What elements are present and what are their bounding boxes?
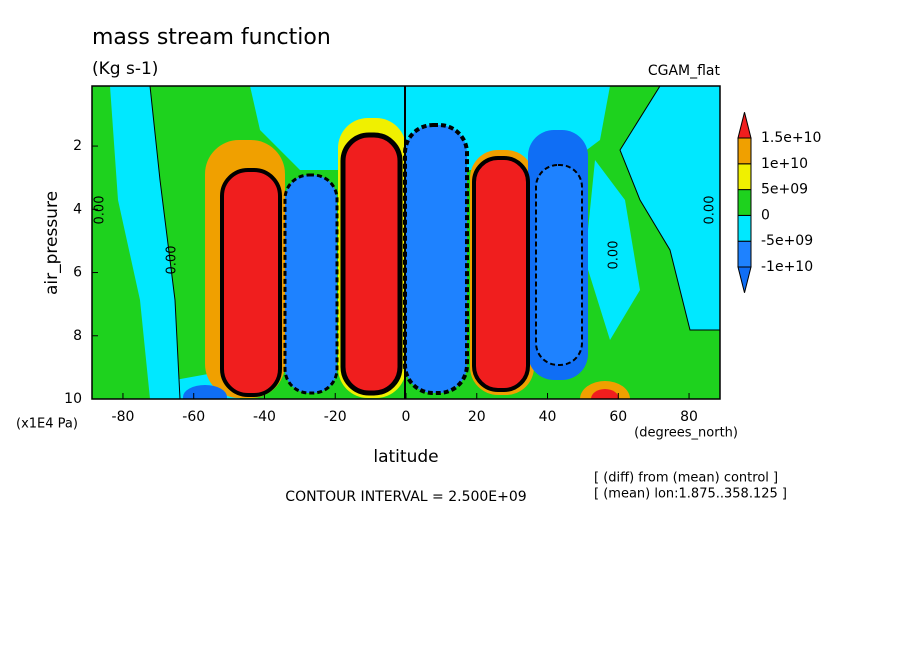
y-tick-label: 8 xyxy=(73,328,82,344)
y-tick-label: 6 xyxy=(73,265,82,281)
colorbar-label: 0 xyxy=(761,207,770,223)
x-tick-label: -40 xyxy=(253,409,276,425)
colorbar-label: 1e+10 xyxy=(761,156,808,172)
contour-region xyxy=(110,86,180,399)
x-tick-label: -60 xyxy=(182,409,205,425)
contour-lines xyxy=(110,86,720,399)
contour-region xyxy=(405,125,467,393)
x-tick-label: 80 xyxy=(680,409,698,425)
colorbar-box xyxy=(737,189,752,216)
y-axis-label: air_pressure xyxy=(42,191,62,295)
y-tick-label: 2 xyxy=(73,138,82,154)
x-tick-label: 40 xyxy=(539,409,557,425)
x-axis-units: (degrees_north) xyxy=(634,426,738,441)
contour-region xyxy=(285,175,337,393)
colorbar-label: -5e+09 xyxy=(761,233,813,249)
chart-title: mass stream function xyxy=(92,25,331,50)
x-tick-label: 0 xyxy=(402,409,411,425)
x-tick-label: -80 xyxy=(112,409,135,425)
contour-interval: CONTOUR INTERVAL = 2.500E+09 xyxy=(285,489,526,505)
contour-labels: 0.00 0.00 0.00 0.00 xyxy=(93,196,718,275)
colorbar-label: 1.5e+10 xyxy=(761,130,821,146)
colorbar-box xyxy=(737,163,752,191)
contour-region xyxy=(474,158,528,390)
x-tick-label: 20 xyxy=(468,409,486,425)
contour-label: 0.00 xyxy=(607,241,622,270)
colorbar-triangle xyxy=(737,112,752,139)
colorbar-box xyxy=(737,214,752,242)
colorbar-label: 5e+09 xyxy=(761,182,808,198)
experiment-label: CGAM_flat xyxy=(648,63,721,79)
x-tick-label: -20 xyxy=(324,409,347,425)
note: [ (diff) from (mean) control ] xyxy=(594,471,778,486)
colorbar-label: -1e+10 xyxy=(761,259,813,275)
contour-region xyxy=(591,389,619,399)
contour-label: 0.00 xyxy=(703,196,718,225)
y-tick-label: 4 xyxy=(73,201,82,217)
x-axis-label: latitude xyxy=(373,447,438,467)
contour-region xyxy=(585,160,640,340)
contour-label: 0.00 xyxy=(93,196,108,225)
colorbar-box xyxy=(737,137,752,165)
y-tick-label: 10 xyxy=(64,391,82,407)
y-axis-units: (x1E4 Pa) xyxy=(16,417,78,432)
colorbar-box xyxy=(737,240,752,268)
contour-region xyxy=(620,86,720,330)
note: [ (mean) lon:1.875..358.125 ] xyxy=(594,487,787,502)
contour-region xyxy=(343,135,400,393)
contour-region xyxy=(222,170,280,395)
contour-label: 0.00 xyxy=(165,246,180,275)
chart-subtitle: (Kg s-1) xyxy=(92,59,158,79)
x-tick-label: 60 xyxy=(609,409,627,425)
contour-field xyxy=(92,86,720,399)
contour-region xyxy=(536,165,582,365)
